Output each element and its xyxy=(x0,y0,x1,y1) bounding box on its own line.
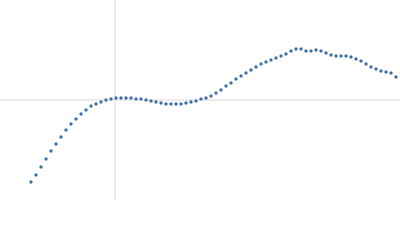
point xyxy=(349,55,353,59)
point xyxy=(134,97,138,101)
point xyxy=(304,49,308,53)
point xyxy=(194,99,198,103)
point xyxy=(89,104,93,108)
point xyxy=(344,54,348,58)
page: (() => { const data = JSON.parse(documen… xyxy=(0,0,400,200)
point xyxy=(204,96,208,100)
point xyxy=(144,98,148,102)
point xyxy=(44,157,48,161)
point xyxy=(154,100,158,104)
point xyxy=(379,69,383,73)
point xyxy=(119,96,123,100)
point xyxy=(274,56,278,60)
point xyxy=(139,97,143,101)
point xyxy=(79,112,83,116)
point xyxy=(199,97,203,101)
point xyxy=(219,88,223,92)
point xyxy=(309,49,313,53)
point xyxy=(289,49,293,53)
point xyxy=(334,54,338,58)
point xyxy=(319,49,323,53)
point xyxy=(34,173,38,177)
point xyxy=(39,165,43,169)
point xyxy=(374,67,378,71)
point xyxy=(339,54,343,58)
point xyxy=(384,70,388,74)
point xyxy=(214,91,218,95)
point xyxy=(359,59,363,63)
point xyxy=(129,96,133,100)
point xyxy=(329,53,333,57)
point xyxy=(149,99,153,103)
point xyxy=(114,96,118,100)
point xyxy=(109,97,113,101)
point xyxy=(159,101,163,105)
point xyxy=(229,81,233,85)
point xyxy=(74,117,78,121)
point xyxy=(369,65,373,69)
point xyxy=(124,96,128,100)
point xyxy=(249,68,253,72)
point xyxy=(354,57,358,61)
point xyxy=(29,180,33,184)
point xyxy=(189,100,193,104)
point xyxy=(234,77,238,81)
point xyxy=(174,102,178,106)
point xyxy=(264,60,268,64)
point xyxy=(184,101,188,105)
point xyxy=(84,108,88,112)
point xyxy=(324,51,328,55)
point xyxy=(64,128,68,132)
point xyxy=(314,48,318,52)
point xyxy=(284,52,288,56)
point xyxy=(59,135,63,139)
point xyxy=(49,149,53,153)
point xyxy=(254,65,258,69)
point xyxy=(239,74,243,78)
chart xyxy=(0,0,400,200)
point xyxy=(364,62,368,66)
point xyxy=(164,102,168,106)
point xyxy=(299,47,303,51)
point xyxy=(269,58,273,62)
point xyxy=(279,54,283,58)
point xyxy=(94,102,98,106)
point xyxy=(244,71,248,75)
point xyxy=(104,98,108,102)
point xyxy=(224,84,228,88)
point xyxy=(389,71,393,75)
point xyxy=(209,94,213,98)
point xyxy=(394,75,398,79)
point xyxy=(294,47,298,51)
point xyxy=(169,102,173,106)
point xyxy=(69,122,73,126)
point xyxy=(179,102,183,106)
point xyxy=(99,100,103,104)
point xyxy=(54,142,58,146)
point xyxy=(259,62,263,66)
